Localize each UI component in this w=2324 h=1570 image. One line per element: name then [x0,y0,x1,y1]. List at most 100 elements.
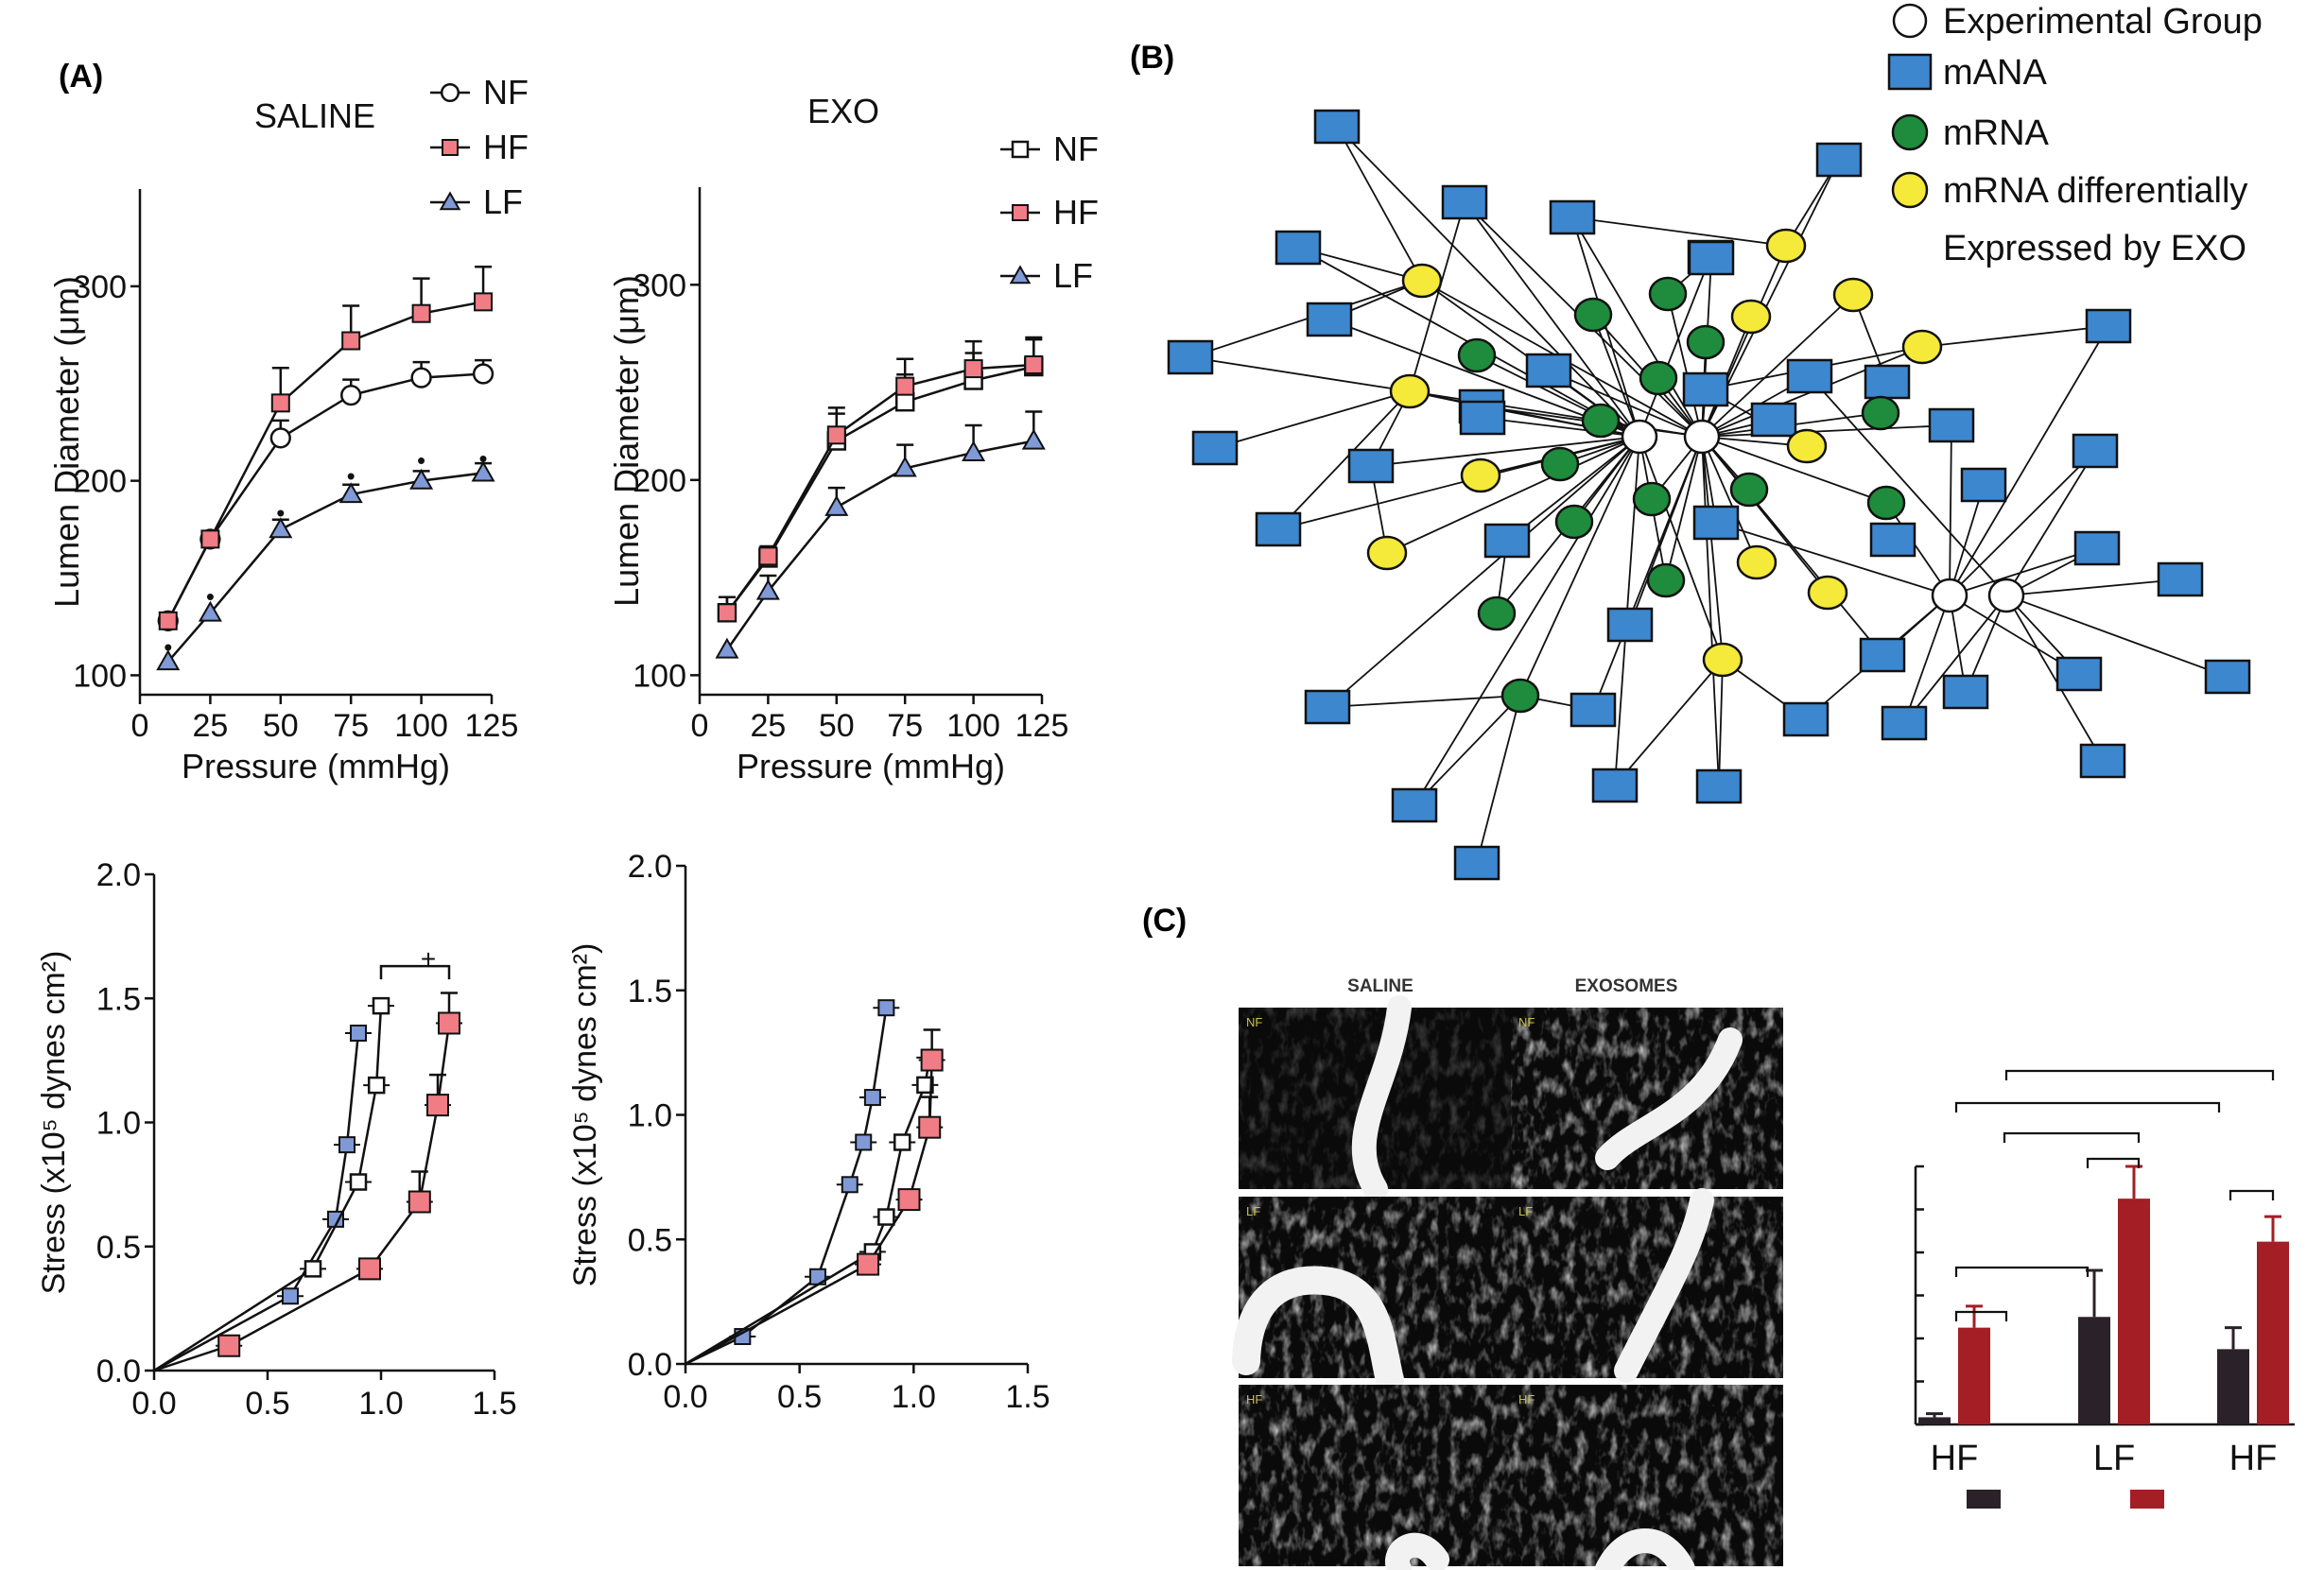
bar-dark [2217,1349,2249,1424]
data-point-hf [341,331,361,351]
bar-red [2257,1241,2289,1424]
node-mrna-differential [1389,373,1431,409]
node-mrna [1648,276,1688,312]
x-tick-label: HF [1931,1439,1979,1478]
legend-label: NF [1053,129,1099,168]
node-mana [2079,743,2126,779]
y-tick-label: 0.0 [628,1347,672,1383]
legend-label: Expressed by EXO [1943,229,2246,268]
node-mrna-differential [1366,535,1408,571]
node-mana [1304,689,1351,725]
micrograph-tag: NF [1246,1015,1262,1029]
node-mrna-differential [1765,228,1807,264]
node-mana [1255,511,1302,547]
node-mana [1275,230,1322,266]
node-mrna-differential [1736,544,1778,580]
network-legend: Experimental Group mANA mRNA mRNA different… [1887,2,2263,268]
x-tick-label: 100 [946,708,1000,744]
network-edge [1614,659,1724,786]
data-point-nf [472,363,494,385]
significance-marker: • [276,499,285,527]
legend-marker-nf [440,82,460,103]
data-point-nf [304,1260,322,1278]
data-point-hf [963,359,983,379]
network-edge [1548,370,1703,438]
data-point-nf [269,427,291,449]
bar-red [2118,1199,2150,1424]
network-edge [1370,436,1640,467]
node-mana [1869,522,1916,558]
node-mana [2204,659,2251,695]
network-edge [1327,695,1521,708]
x-tick-label: 75 [333,708,369,744]
micrograph-tag: LF [1246,1204,1260,1218]
network-edge [1701,294,1854,438]
data-point-lf [282,1287,299,1305]
data-point-lf [338,1136,356,1154]
legend-marker-hf [1012,204,1029,221]
chart-saline-diameter: 0 25 50 75 100 125 100 200 300 Pressure (mmHg) Lum… [47,73,529,785]
micrograph-texture [1511,1008,1783,1189]
series-line-nf [153,1006,383,1372]
panel-label-a: (A) [59,59,103,95]
node-mrna-differential [1832,277,1874,313]
network-edge [1667,293,1703,438]
network-edge [2005,595,2104,762]
legend-icon-mana [1887,53,1933,91]
node-mrna-differential [1702,642,1743,678]
legend-marker-lf [439,191,461,211]
y-tick-label: 1.5 [628,974,672,1009]
network-edge [1327,436,1640,708]
network-edge [1949,325,2109,596]
data-point-hf [895,376,915,396]
node-mrna-differential [1807,575,1848,611]
node-mana [2085,308,2132,344]
network-edge [1949,424,1952,596]
micrograph-tag: HF [1246,1392,1262,1406]
significance-bracket [2004,1069,2275,1080]
chart-saline-stress: 0.0 0.5 1.0 1.5 0.0 0.5 1.0 1.5 2.0 Stress (x10⁵ … [36,857,517,1422]
micrograph-tag: HF [1518,1392,1535,1406]
micrograph-texture [1239,1385,1511,1566]
node-mana [2073,530,2121,566]
legend-label: Experimental Group [1943,2,2263,42]
network-edge [1214,390,1411,449]
micrograph-vessel [1595,1027,1743,1170]
x-tick-label: 1.0 [358,1386,403,1422]
x-tick-label: 25 [750,708,786,744]
data-point-hf [758,546,778,566]
data-point-lf [824,494,849,516]
series-line-lf [725,440,1034,651]
node-mana [2072,433,2119,469]
node-mrna [1500,678,1540,714]
legend-label: LF [1053,256,1093,295]
network-edge [1903,595,1951,724]
x-tick-label: 0 [691,708,709,744]
node-mana [1347,448,1395,484]
network-edge [2005,450,2096,596]
x-axis-label: Pressure (mmHg) [182,747,450,785]
network-edge [1701,436,1887,504]
y-tick-label: 1.0 [628,1098,672,1134]
data-point-hf [717,603,737,623]
column-label-exosomes: EXOSOMES [1575,976,1678,996]
node-mrna [1554,504,1594,540]
node-experimental-group [1931,578,1968,613]
micrograph-tag: LF [1518,1204,1533,1218]
node-experimental-group [1987,578,2025,613]
network-edge [1701,436,1720,787]
node-mana [1695,768,1743,804]
node-mrna-differential [1460,457,1501,493]
node-mana [2055,656,2103,692]
x-axis-label: Pressure (mmHg) [737,747,1005,785]
data-point-nf [893,1133,911,1151]
data-point-nf [916,1076,934,1095]
node-mana [1782,701,1830,737]
data-point-lf [471,460,495,482]
series-line-lf [166,472,484,663]
node-mrna-differential [1901,329,1943,365]
legend-label: NF [483,73,529,112]
node-mrna [1457,337,1497,373]
node-mana [1750,402,1797,438]
series-line-lf [153,1032,360,1372]
